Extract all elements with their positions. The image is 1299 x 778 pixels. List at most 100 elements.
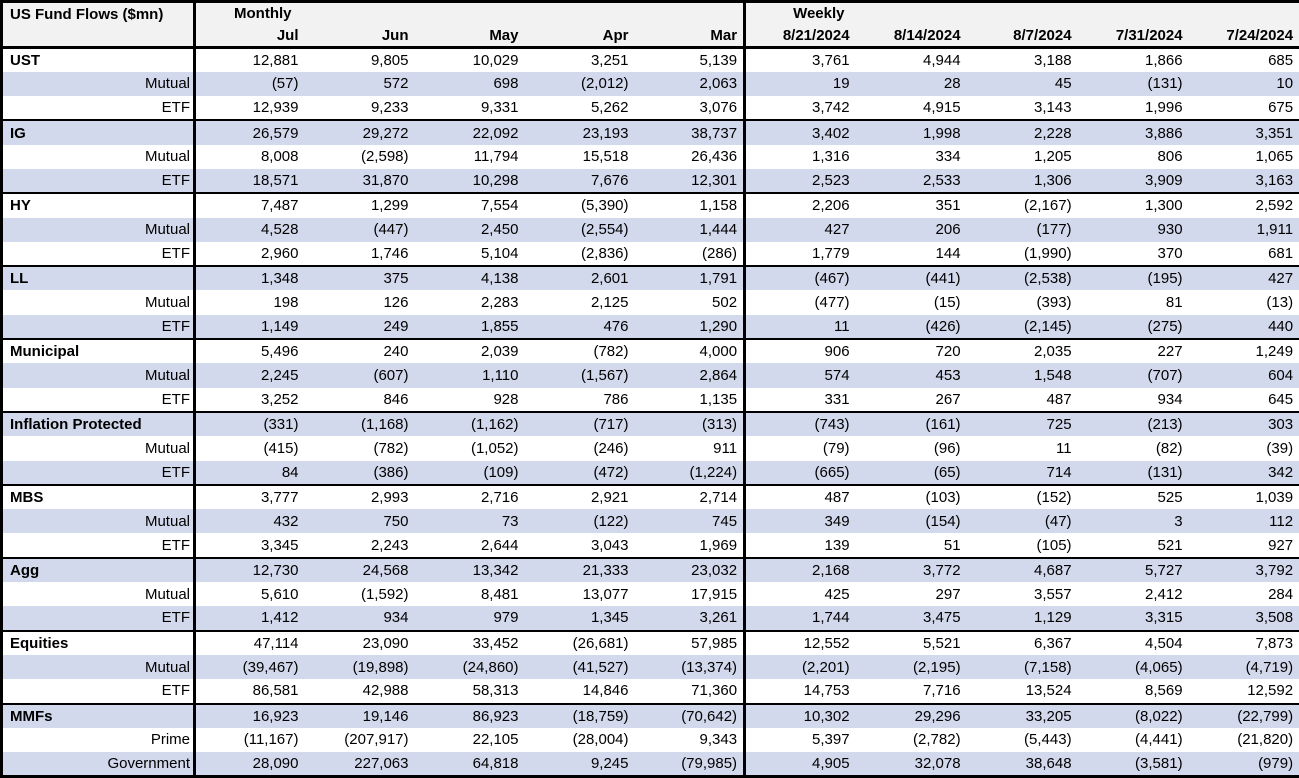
value-cell: 3,351 xyxy=(1188,119,1299,145)
subcategory-label: ETF xyxy=(1,241,196,267)
section-row-municipal: Municipal 5,496 240 2,039 (782) 4,000 906 720 2,… xyxy=(1,338,1299,364)
value-cell: 5,610 xyxy=(194,582,305,607)
sub-row-etf: ETF 1,412 934 979 1,345 3,261 1,744 3,475 1,129 3… xyxy=(1,606,1299,631)
value-cell: 3,261 xyxy=(634,606,745,631)
value-cell: 1,205 xyxy=(966,144,1078,169)
value-cell: (26,681) xyxy=(524,629,635,655)
value-cell: 12,301 xyxy=(634,168,745,194)
value-cell: (65) xyxy=(855,460,967,485)
value-cell: 73 xyxy=(414,509,525,534)
subcategory-label: Prime xyxy=(1,727,196,753)
value-cell: (393) xyxy=(966,290,1078,315)
value-cell: 3,402 xyxy=(743,119,856,145)
value-cell: (82) xyxy=(1077,436,1189,461)
value-cell: 86,581 xyxy=(194,679,305,704)
value-cell: 786 xyxy=(524,387,635,412)
value-cell: 2,864 xyxy=(634,363,745,388)
value-cell: 2,035 xyxy=(966,338,1078,364)
section-row-mmfs: MMFs 16,923 19,146 86,923 (18,759) (70,642) 10… xyxy=(1,702,1299,728)
value-cell: 1,065 xyxy=(1188,144,1299,169)
value-cell: 502 xyxy=(634,290,745,315)
value-cell: 33,205 xyxy=(966,702,1078,728)
value-cell: 9,331 xyxy=(414,96,525,121)
table-body: UST 12,881 9,805 10,029 3,251 5,139 3,761 4,944… xyxy=(1,47,1299,777)
value-cell: 1,129 xyxy=(966,606,1078,631)
subcategory-label: ETF xyxy=(1,314,196,340)
value-cell: 8,569 xyxy=(1077,679,1189,704)
value-cell: 1,348 xyxy=(194,265,305,291)
monthly-group-header: Monthly xyxy=(194,1,745,25)
value-cell: 1,744 xyxy=(743,606,856,631)
value-cell: 3,163 xyxy=(1188,168,1299,194)
value-cell: (2,554) xyxy=(524,217,635,242)
value-cell: 1,996 xyxy=(1077,96,1189,121)
value-cell: 139 xyxy=(743,533,856,558)
value-cell: 227 xyxy=(1077,338,1189,364)
value-cell: 9,245 xyxy=(524,752,635,777)
section-row-mbs: MBS 3,777 2,993 2,716 2,921 2,714 487 (103) (152… xyxy=(1,483,1299,510)
value-cell: (447) xyxy=(304,217,415,242)
value-cell: 685 xyxy=(1188,47,1299,72)
value-cell: 3,315 xyxy=(1077,606,1189,631)
value-cell: (79,985) xyxy=(634,752,745,777)
value-cell: 3,909 xyxy=(1077,168,1189,194)
value-cell: 2,283 xyxy=(414,290,525,315)
value-cell: 29,296 xyxy=(855,702,967,728)
value-cell: 10,302 xyxy=(743,702,856,728)
value-cell: 1,791 xyxy=(634,265,745,291)
value-cell: (13,374) xyxy=(634,654,745,680)
value-cell: 911 xyxy=(634,436,745,461)
value-cell: 24,568 xyxy=(304,556,415,583)
value-cell: 2,921 xyxy=(524,483,635,510)
value-cell: 2,039 xyxy=(414,338,525,364)
value-cell: (15) xyxy=(855,290,967,315)
value-cell: 16,923 xyxy=(194,702,305,728)
value-cell: 2,168 xyxy=(743,556,856,583)
value-cell: 23,090 xyxy=(304,629,415,655)
value-cell: 144 xyxy=(855,241,967,267)
value-cell: 5,104 xyxy=(414,241,525,267)
value-cell: 1,855 xyxy=(414,314,525,340)
value-cell: 284 xyxy=(1188,582,1299,607)
value-cell: 42,988 xyxy=(304,679,415,704)
value-cell: 1,158 xyxy=(634,192,745,218)
value-cell: 2,125 xyxy=(524,290,635,315)
value-cell: 9,233 xyxy=(304,96,415,121)
value-cell: 5,521 xyxy=(855,629,967,655)
value-cell: (177) xyxy=(966,217,1078,242)
value-cell: 64,818 xyxy=(414,752,525,777)
value-cell: 7,554 xyxy=(414,192,525,218)
value-cell: (122) xyxy=(524,509,635,534)
value-cell: 2,714 xyxy=(634,483,745,510)
value-cell: 3,043 xyxy=(524,533,635,558)
sub-row-etf: ETF 3,345 2,243 2,644 3,043 1,969 139 51 (105) 52… xyxy=(1,533,1299,558)
value-cell: 3,557 xyxy=(966,582,1078,607)
value-cell: 2,243 xyxy=(304,533,415,558)
value-cell: 8,481 xyxy=(414,582,525,607)
value-cell: 2,533 xyxy=(855,168,967,194)
value-cell: 2,601 xyxy=(524,265,635,291)
value-cell: 1,548 xyxy=(966,363,1078,388)
value-cell: 370 xyxy=(1077,241,1189,267)
value-cell: 453 xyxy=(855,363,967,388)
value-cell: 1,149 xyxy=(194,314,305,340)
section-row-ust: UST 12,881 9,805 10,029 3,251 5,139 3,761 4,944… xyxy=(1,47,1299,72)
value-cell: 1,039 xyxy=(1188,483,1299,510)
value-cell: 681 xyxy=(1188,241,1299,267)
value-cell: (24,860) xyxy=(414,654,525,680)
value-cell: (152) xyxy=(966,483,1078,510)
sub-row-etf: ETF 3,252 846 928 786 1,135 331 267 487 934 645 xyxy=(1,387,1299,412)
value-cell: 4,504 xyxy=(1077,629,1189,655)
value-cell: 86,923 xyxy=(414,702,525,728)
value-cell: 2,063 xyxy=(634,71,745,97)
subcategory-label: Mutual xyxy=(1,217,196,242)
subcategory-label: Mutual xyxy=(1,509,196,534)
value-cell: (57) xyxy=(194,71,305,97)
col-header-jun: Jun xyxy=(304,24,415,49)
value-cell: 714 xyxy=(966,460,1078,485)
col-header-mar: Mar xyxy=(634,24,745,49)
value-cell: 126 xyxy=(304,290,415,315)
value-cell: 7,676 xyxy=(524,168,635,194)
value-cell: 19,146 xyxy=(304,702,415,728)
